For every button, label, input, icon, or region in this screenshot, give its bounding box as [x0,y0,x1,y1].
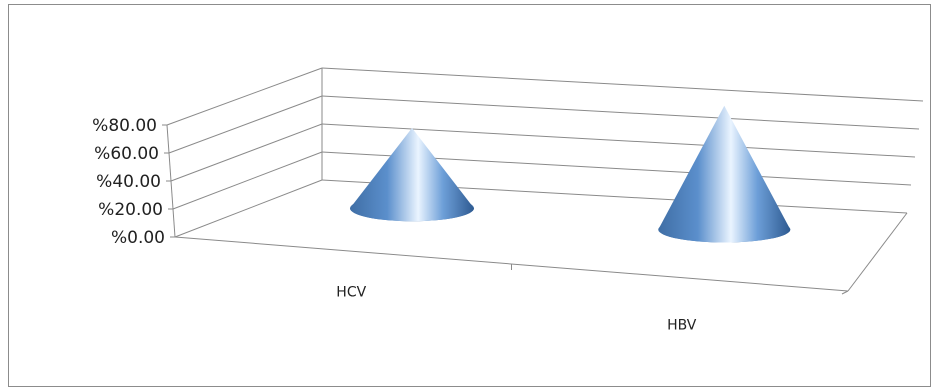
x-tick-mark [841,290,849,295]
y-axis-line [166,124,176,238]
x-category-label: HCV [336,285,366,301]
cone-series [350,105,791,243]
y-axis-tick-labels: %0.00 %20.00 %40.00 %60.00 %80.00 [92,116,165,248]
gridline-back [321,95,920,130]
x-axis-category-labels: HCV HBV [336,285,697,334]
gridline-back [321,123,916,158]
gridline-left [172,151,323,210]
gridline-left [174,179,323,238]
gridline-left [170,123,323,182]
x-category-label: HBV [667,318,697,334]
floor-right-edge [847,212,908,292]
y-tick-label: %0.00 [111,228,165,248]
y-tick-label: %40.00 [96,172,161,192]
cone-hbv [658,105,791,243]
gridline-left [168,95,323,154]
y-tick-label: %60.00 [94,144,159,164]
y-tick-label: %20.00 [98,200,163,220]
axes [162,68,908,295]
gridlines [166,67,924,238]
y-tick-label: %80.00 [92,116,157,136]
chart-frame [8,4,931,387]
cone-hcv [350,127,474,222]
gridline-back [321,67,924,102]
gridline-left [166,67,323,126]
